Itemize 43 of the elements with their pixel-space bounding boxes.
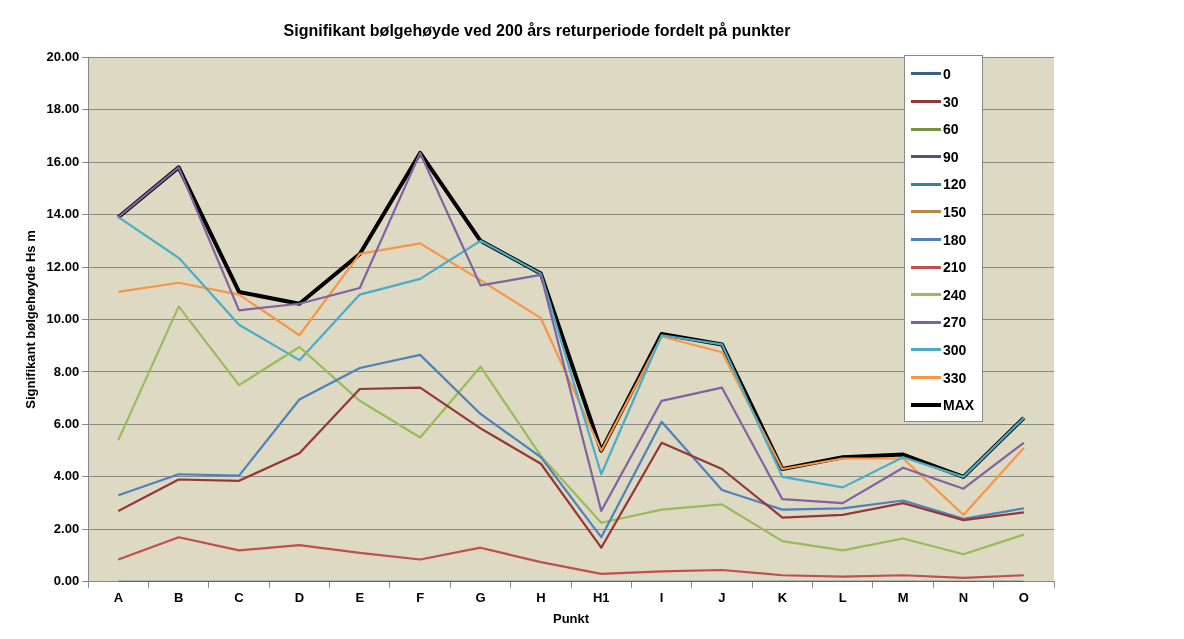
legend-label: 60	[943, 121, 959, 138]
y-tick-label: 16.00	[46, 153, 80, 169]
y-axis-title: Signifikant bølgehøyde Hs m	[23, 230, 39, 409]
y-tick-label: 0.00	[53, 573, 80, 589]
x-tick-label: B	[173, 590, 184, 606]
x-tick-label: E	[355, 590, 365, 606]
legend-label: 270	[943, 314, 967, 331]
x-tick-label: N	[958, 590, 969, 606]
x-tick-label: C	[234, 590, 245, 606]
y-tick-label: 6.00	[53, 416, 80, 431]
x-tick-label: H1	[592, 590, 610, 606]
x-tick-label: M	[897, 590, 909, 606]
legend-label: 300	[943, 341, 967, 358]
y-tick-label: 8.00	[53, 363, 80, 379]
y-tick-label: 14.00	[46, 206, 80, 222]
y-tick-label: 20.00	[46, 48, 80, 64]
legend-label: 90	[943, 148, 959, 165]
y-tick-label: 10.00	[46, 311, 80, 327]
legend-label: 180	[943, 231, 967, 248]
y-tick-label: 2.00	[53, 520, 80, 536]
x-tick-label: I	[659, 590, 664, 606]
legend-label: 330	[943, 369, 967, 386]
x-axis-title: Punkt	[553, 610, 590, 626]
x-tick-label: J	[718, 590, 726, 606]
y-tick-label: 4.00	[53, 468, 80, 484]
legend-label: 150	[943, 203, 967, 220]
x-tick-label: K	[777, 590, 788, 606]
x-tick-label: G	[475, 590, 486, 606]
legend-label: 240	[943, 286, 967, 303]
y-tick-label: 18.00	[46, 101, 80, 117]
legend-label: 210	[943, 259, 967, 276]
x-tick-label: O	[1018, 590, 1029, 606]
x-tick-label: F	[416, 590, 425, 606]
x-tick-label: H	[536, 590, 546, 606]
legend-label: 0	[943, 65, 951, 82]
y-tick-label: 12.00	[46, 258, 80, 274]
x-tick-label: A	[113, 590, 124, 606]
chart-title: Signifikant bølgehøyde ved 200 års returperiode fordelt på punkter	[283, 22, 791, 40]
legend-label: MAX	[943, 397, 975, 414]
legend-label: 30	[943, 93, 959, 110]
x-tick-label: L	[838, 590, 847, 606]
x-tick-label: D	[294, 590, 305, 606]
legend-label: 120	[943, 176, 967, 193]
